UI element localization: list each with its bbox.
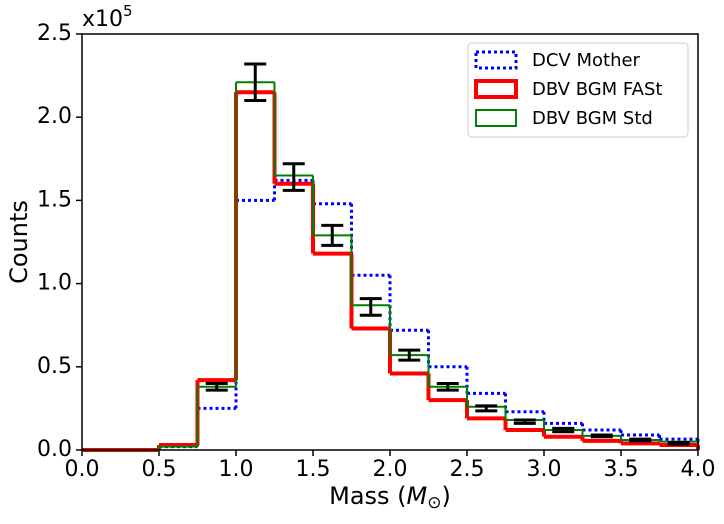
x-axis-label: Mass (M⊙) [329,482,451,513]
x-label-symbol: M [407,482,428,510]
y-tick-label: 0.5 [37,354,72,379]
legend-swatch [475,109,517,127]
x-tick-label: 3.5 [604,457,639,482]
x-tick-label: 1.0 [219,457,254,482]
legend-swatch [474,50,518,70]
y-tick-label: 1.5 [37,187,72,212]
y-tick-label: 1.0 [37,271,72,296]
x-tick-label: 3.0 [527,457,562,482]
y-axis-label: Counts [5,200,33,284]
x-tick-label: 2.0 [373,457,408,482]
legend-swatch [474,79,518,99]
y-tick-label: 0.0 [37,437,72,462]
y-offset-base: x10 [82,7,123,32]
x-tick-label: 0.5 [142,457,177,482]
legend-box [467,42,689,138]
x-tick-label: 1.5 [296,457,331,482]
x-label-subscript: ⊙ [427,493,441,513]
y-tick-label: 2.5 [37,21,72,46]
legend-label: DBV BGM FASt [532,79,662,100]
y-tick-label: 2.0 [37,104,72,129]
legend-label: DBV BGM Std [532,108,653,129]
y-offset-exp: 5 [123,2,133,20]
plot-frame [81,33,699,451]
y-offset: x105 [82,2,133,33]
x-label-prefix: Mass ( [329,482,406,510]
legend-label: DCV Mother [532,50,641,71]
x-tick-label: 0.0 [65,457,100,482]
x-tick-label: 4.0 [681,457,716,482]
x-tick-label: 2.5 [450,457,485,482]
series [82,90,700,452]
x-label-suffix: ) [442,482,451,510]
